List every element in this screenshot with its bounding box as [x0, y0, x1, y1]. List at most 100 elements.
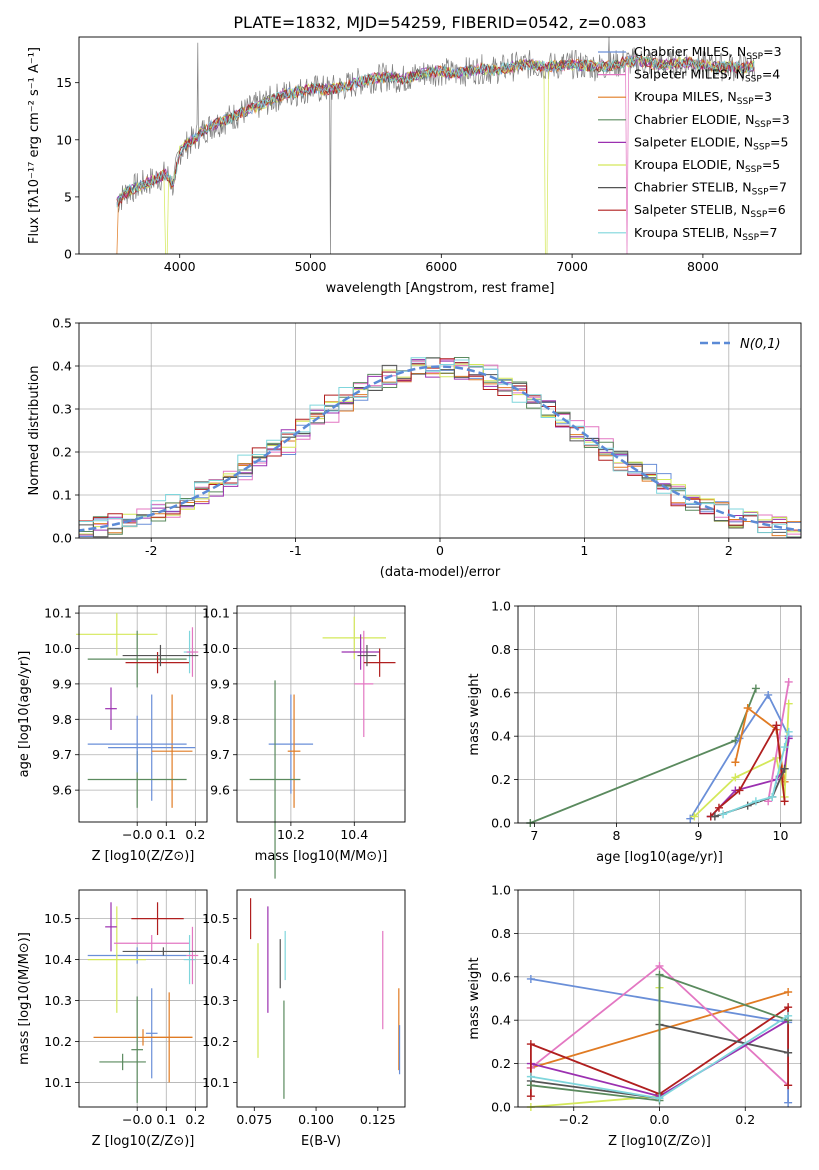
plus-marker: [526, 1092, 535, 1101]
mass-vs-EBV-axes: 0.075 0.100 0.125 10.1 10.2 10.3 10.4 10.5 E(B-V…: [202, 911, 396, 1149]
y-tick-label: 9.7: [210, 747, 230, 762]
plus-marker: [686, 814, 695, 823]
x-tick-label: 0.125: [360, 1112, 396, 1127]
plus-marker: [526, 1081, 535, 1090]
data-point-errorbar: [87, 906, 146, 1013]
x-tick-label: 0.1: [156, 827, 176, 842]
x-tick-label: 7: [530, 828, 538, 843]
residuals-axes: -2 -1 0 1 2 0.0 0.1 0.2 0.3 0.4 0.5 (data-model)/er…: [27, 316, 801, 580]
x-tick-label: −0.0: [122, 827, 152, 842]
data-point-errorbar: [131, 996, 143, 1103]
x-tick-label: −0.2: [559, 1112, 589, 1127]
plus-marker: [655, 970, 664, 979]
mass-vs-EBV-points: [249, 898, 401, 1099]
plus-marker: [784, 1003, 793, 1012]
residual-legend: N(0,1): [700, 337, 781, 352]
data-point-errorbar: [131, 902, 184, 936]
y-tick-label: 0.4: [491, 1013, 511, 1028]
y-tick-label: 9.9: [210, 676, 230, 691]
y-tick-label: 0.5: [52, 316, 72, 331]
legend-label: Kroupa ELODIE, NSSP=5: [634, 157, 780, 175]
y-tick-label: 10.3: [44, 993, 72, 1008]
plus-marker: [714, 803, 723, 812]
y-tick-label: 9.8: [52, 712, 72, 727]
y-tick-label: 0.2: [52, 445, 72, 460]
data-point-errorbar: [105, 902, 117, 952]
massweight-vs-age-axes: 7 8 9 10 0.0 0.2 0.4 0.6 0.8 1.0 age [log10(age/yr…: [467, 599, 801, 865]
y-tick-label: 15: [56, 75, 72, 90]
y-tick-label: 10.1: [44, 606, 72, 621]
x-tick-label: -1: [289, 543, 301, 558]
x-tick-label: 0.2: [735, 1112, 755, 1127]
model-spectrum-line: [116, 54, 755, 207]
plus-marker: [710, 812, 719, 821]
data-point-errorbar: [145, 988, 158, 1079]
plus-marker: [764, 690, 773, 699]
plus-marker: [526, 1072, 535, 1081]
massweight-vs-age-frame: [517, 605, 802, 824]
y-tick-label: 0.4: [52, 359, 72, 374]
mass-weight-line: [689, 693, 790, 820]
y-axis-label: mass weight: [467, 957, 482, 1039]
plus-marker: [784, 1098, 793, 1107]
x-tick-label: 7000: [556, 259, 588, 274]
spectrum-plot-area: [116, 37, 756, 254]
x-tick-label: 10.2: [277, 827, 305, 842]
x-tick-label: 0.0: [650, 1112, 670, 1127]
x-tick-label: 0.1: [156, 1112, 176, 1127]
plus-marker: [784, 1048, 793, 1057]
x-tick-label: 8000: [687, 259, 719, 274]
data-point-errorbar: [93, 1029, 193, 1046]
data-point-errorbar: [99, 1053, 146, 1071]
data-point-errorbar: [186, 627, 199, 677]
data-point-errorbar: [287, 694, 301, 808]
plus-marker: [735, 786, 744, 795]
y-tick-label: 0.2: [491, 1056, 511, 1071]
model-spectrum-line: [116, 56, 755, 201]
spectrum-frame: [78, 36, 802, 255]
normal-reference-curve: [79, 365, 801, 532]
mass-vs-Z-axes: −0.0 0.1 0.2 10.1 10.2 10.3 10.4 10.5 Z [log10(Z…: [17, 890, 207, 1149]
plus-marker: [743, 703, 752, 712]
age-vs-mass-points: [249, 616, 396, 879]
legend-label: Salpeter MILES, NSSP=4: [634, 67, 780, 85]
data-point-errorbar: [122, 644, 199, 667]
data-point-errorbar: [341, 634, 380, 670]
y-tick-label: 9.9: [52, 676, 72, 691]
plus-marker: [784, 727, 793, 736]
plus-marker: [768, 792, 777, 801]
legend-label: Salpeter ELODIE, NSSP=5: [634, 134, 788, 152]
x-tick-label: 10.4: [340, 827, 368, 842]
age-vs-Z-frame: [78, 605, 208, 823]
age-vs-Z-points: [76, 613, 199, 808]
y-tick-label: 10.3: [202, 993, 230, 1008]
y-tick-label: 0.4: [491, 729, 511, 744]
data-point-errorbar: [122, 947, 205, 956]
y-axis-label: mass weight: [467, 673, 482, 755]
data-point-errorbar: [268, 694, 314, 794]
age-vs-Z-axes: −0.0 0.1 0.2 9.6 9.7 9.8 9.9 10.0 10.1 Z [log10(Z…: [17, 606, 207, 864]
data-point-errorbar: [76, 613, 158, 656]
mass-vs-Z-frame: [78, 889, 208, 1108]
model-spectrum-line: [116, 55, 755, 208]
x-axis-label: age [log10(age/yr)]: [596, 850, 723, 865]
plus-marker: [751, 797, 760, 806]
y-tick-label: 0.8: [491, 642, 511, 657]
plus-marker: [655, 961, 664, 970]
data-point-errorbar: [108, 694, 196, 801]
x-axis-label: E(B-V): [301, 1134, 341, 1149]
y-tick-label: 10.5: [44, 911, 72, 926]
legend-label: Kroupa MILES, NSSP=3: [634, 89, 772, 107]
x-axis-label: Z [log10(Z/Z⊙)]: [92, 849, 195, 864]
y-axis-label: Flux [fλ10⁻¹⁷ erg cm⁻² s⁻¹ A⁻¹]: [27, 47, 42, 244]
model-spectrum-line: [116, 55, 755, 208]
y-tick-label: 10.2: [202, 1034, 230, 1049]
data-point-errorbar: [105, 687, 117, 730]
y-tick-label: 10.0: [44, 641, 72, 656]
x-tick-label: 2: [725, 543, 733, 558]
x-tick-label: 10: [773, 828, 789, 843]
y-tick-label: 5: [64, 189, 72, 204]
x-axis-label: wavelength [Angstrom, rest frame]: [326, 281, 555, 296]
